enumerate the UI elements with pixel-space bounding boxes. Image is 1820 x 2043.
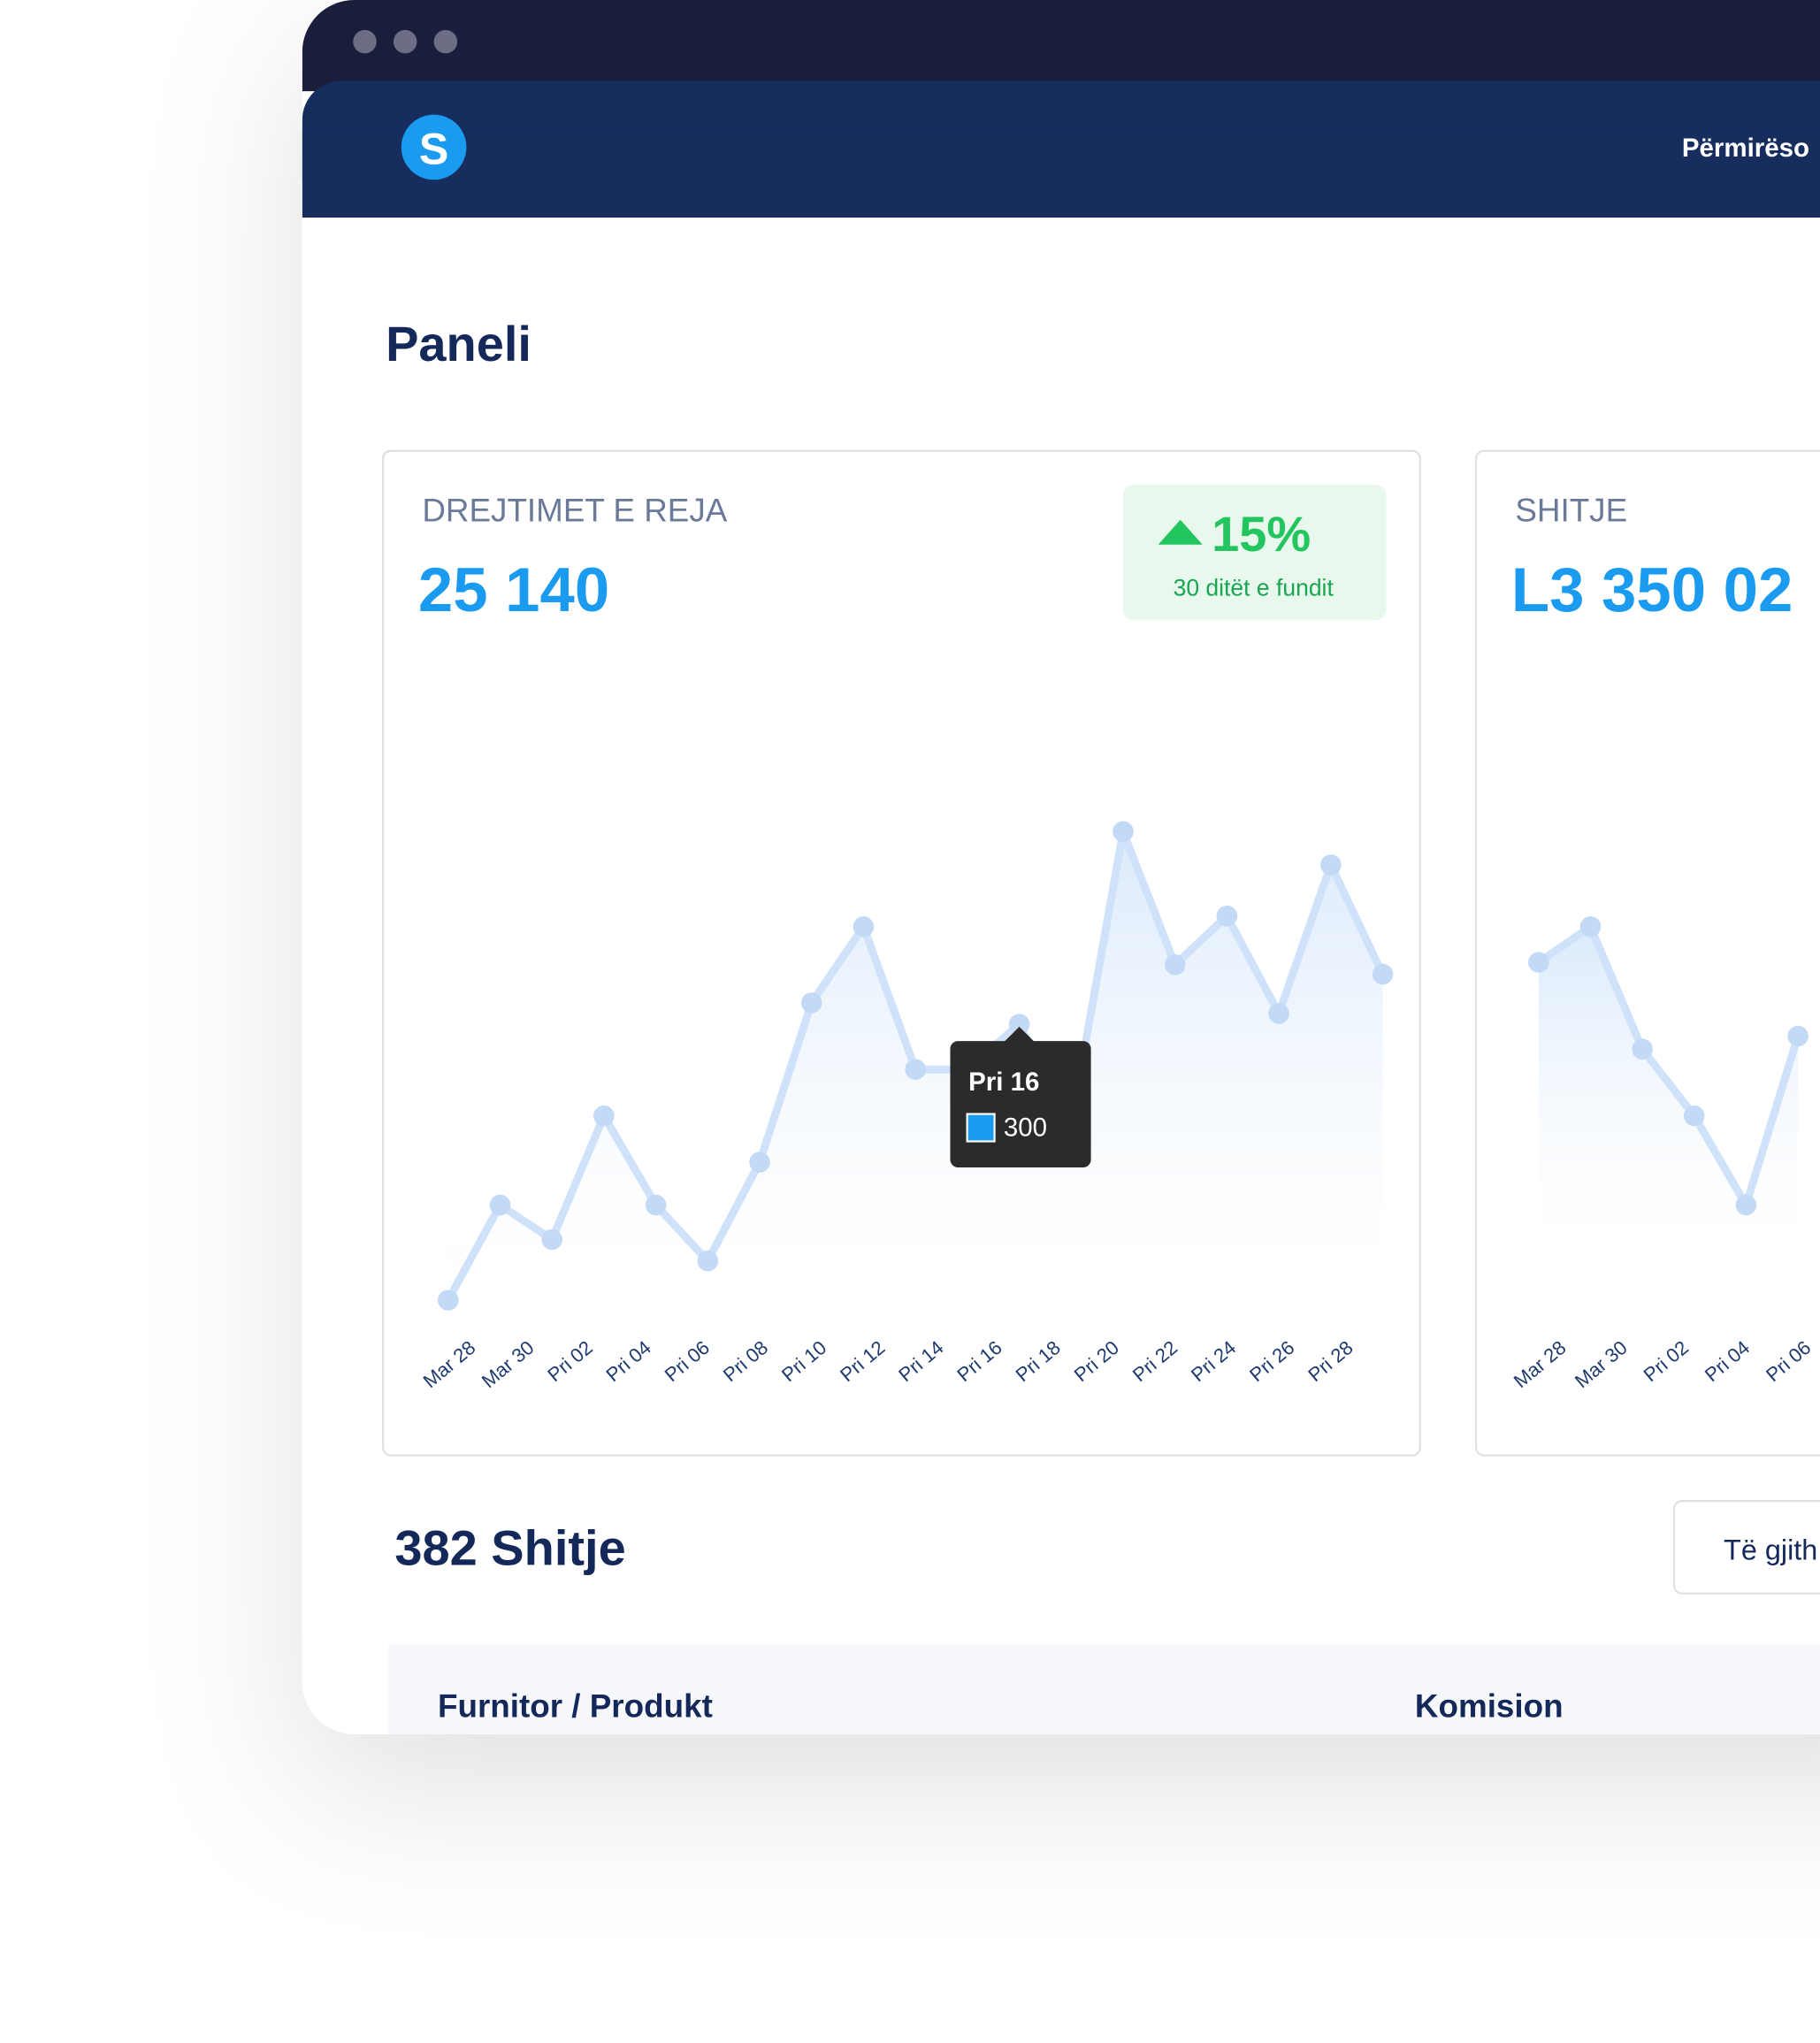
- badge-change: 15%: [1212, 506, 1311, 562]
- tooltip-swatch: [966, 1113, 996, 1143]
- point: [1632, 1038, 1653, 1060]
- point: [1008, 1014, 1030, 1035]
- nav-bar: [302, 130, 1820, 218]
- point: [1528, 952, 1549, 973]
- point: [1787, 1025, 1809, 1047]
- point: [905, 1059, 926, 1080]
- point: [489, 1194, 511, 1216]
- point: [853, 916, 875, 937]
- window-dot: [393, 29, 417, 54]
- card-value: 25 140: [418, 555, 609, 624]
- title-bar: [302, 0, 1820, 92]
- card-title: DREJTIMET E REJA: [422, 492, 727, 528]
- tooltip-pointer: [1003, 1026, 1036, 1043]
- point: [1372, 963, 1394, 985]
- button[interactable]: [1672, 1500, 1820, 1595]
- point: [1683, 1105, 1705, 1127]
- point: [697, 1250, 719, 1272]
- point: [1164, 954, 1186, 976]
- point: [800, 992, 822, 1014]
- area: [447, 831, 1383, 1301]
- point: [437, 1289, 459, 1311]
- tooltip: [950, 1041, 1091, 1167]
- column-header: Furnitor / Produkt: [438, 1688, 713, 1725]
- badge-period: 30 ditët e fundit: [1174, 574, 1334, 601]
- point: [645, 1194, 667, 1216]
- tooltip-label: Pri 16: [968, 1067, 1039, 1097]
- logo-letter: S: [419, 125, 448, 174]
- point: [541, 1228, 562, 1251]
- logo[interactable]: [401, 114, 467, 180]
- sales-title: 382 Shitje: [394, 1519, 625, 1575]
- line: [1536, 922, 1802, 1209]
- tooltip-value: 300: [1004, 1113, 1047, 1143]
- column-header: Komision: [1415, 1688, 1564, 1725]
- point: [1320, 854, 1342, 876]
- button-label: Të gjith: [1724, 1534, 1817, 1565]
- point: [1113, 821, 1134, 842]
- table-header: [388, 1644, 1820, 1734]
- point: [1579, 916, 1602, 937]
- upgrade-link[interactable]: Përmirëso: [1682, 134, 1809, 163]
- point: [749, 1152, 770, 1173]
- point: [1735, 1194, 1757, 1216]
- card-value: L3 350 02: [1511, 555, 1793, 624]
- badge: [1122, 485, 1387, 621]
- window-dot: [353, 29, 377, 54]
- card-title: SHITJE: [1515, 492, 1627, 528]
- page-title: Paneli: [386, 316, 531, 371]
- up-arrow: [1158, 519, 1203, 545]
- point: [593, 1105, 615, 1127]
- point: [1268, 1003, 1289, 1024]
- point: [1216, 905, 1238, 927]
- window-dot: [433, 29, 458, 54]
